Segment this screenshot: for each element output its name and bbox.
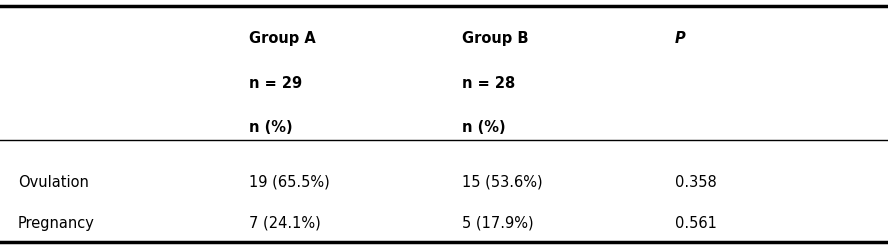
Text: n = 29: n = 29 (249, 76, 302, 91)
Text: 19 (65.5%): 19 (65.5%) (249, 175, 329, 190)
Text: Group B: Group B (462, 31, 528, 46)
Text: Ovulation: Ovulation (18, 175, 89, 190)
Text: n (%): n (%) (249, 120, 292, 135)
Text: 7 (24.1%): 7 (24.1%) (249, 216, 321, 231)
Text: 0.561: 0.561 (675, 216, 717, 231)
Text: Pregnancy: Pregnancy (18, 216, 95, 231)
Text: n = 28: n = 28 (462, 76, 515, 91)
Text: P: P (675, 31, 686, 46)
Text: n (%): n (%) (462, 120, 505, 135)
Text: Group A: Group A (249, 31, 315, 46)
Text: 15 (53.6%): 15 (53.6%) (462, 175, 543, 190)
Text: 0.358: 0.358 (675, 175, 717, 190)
Text: 5 (17.9%): 5 (17.9%) (462, 216, 534, 231)
